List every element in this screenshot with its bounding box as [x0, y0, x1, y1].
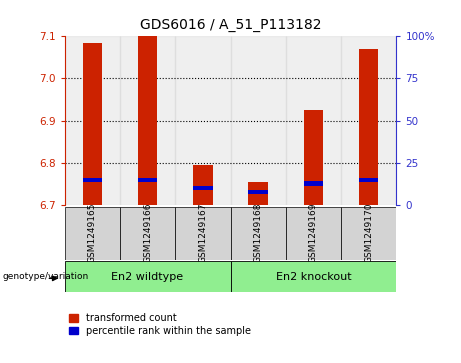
- Bar: [65, 261, 230, 292]
- Bar: [359, 178, 378, 182]
- Bar: [138, 36, 157, 205]
- Bar: [248, 190, 268, 194]
- Bar: [230, 207, 286, 260]
- Text: En2 knockout: En2 knockout: [276, 272, 351, 282]
- Text: genotype/variation: genotype/variation: [2, 272, 89, 281]
- Bar: [83, 178, 102, 182]
- Bar: [83, 42, 102, 205]
- Bar: [286, 36, 341, 205]
- Text: GSM1249166: GSM1249166: [143, 203, 152, 264]
- Bar: [230, 36, 286, 205]
- Bar: [193, 165, 213, 205]
- Bar: [65, 207, 120, 260]
- Text: En2 wildtype: En2 wildtype: [112, 272, 183, 282]
- Bar: [248, 182, 268, 205]
- Title: GDS6016 / A_51_P113182: GDS6016 / A_51_P113182: [140, 19, 321, 33]
- Text: GSM1249167: GSM1249167: [198, 203, 207, 264]
- Bar: [286, 207, 341, 260]
- Legend: transformed count, percentile rank within the sample: transformed count, percentile rank withi…: [70, 313, 251, 336]
- Bar: [341, 36, 396, 205]
- Bar: [193, 186, 213, 190]
- Text: GSM1249168: GSM1249168: [254, 203, 263, 264]
- Bar: [120, 36, 175, 205]
- Bar: [175, 207, 230, 260]
- Text: GSM1249165: GSM1249165: [88, 203, 97, 264]
- Bar: [304, 182, 323, 186]
- Text: GSM1249169: GSM1249169: [309, 203, 318, 264]
- Bar: [65, 36, 120, 205]
- Text: GSM1249170: GSM1249170: [364, 203, 373, 264]
- Bar: [120, 207, 175, 260]
- Bar: [138, 178, 157, 182]
- Bar: [341, 207, 396, 260]
- Bar: [304, 110, 323, 205]
- Bar: [230, 261, 396, 292]
- Bar: [175, 36, 230, 205]
- Bar: [359, 49, 378, 205]
